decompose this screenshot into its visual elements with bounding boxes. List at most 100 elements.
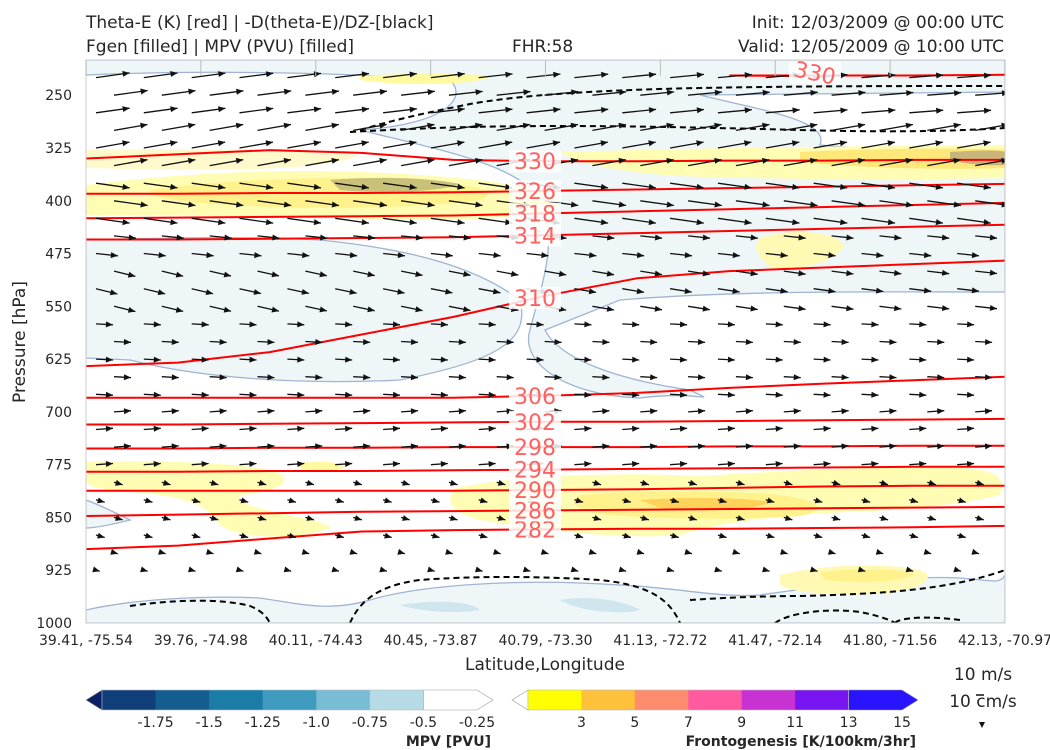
wind-arrowhead — [923, 548, 932, 555]
wind-arrowhead — [971, 252, 979, 259]
wind-arrowhead — [457, 183, 465, 190]
wind-arrowhead — [554, 339, 562, 345]
wind-arrowhead — [745, 374, 753, 381]
y-tick-label: 550 — [45, 299, 72, 315]
wind-arrowhead — [559, 234, 567, 241]
wind-arrowhead — [602, 443, 610, 450]
fgen-colorbar-swatch — [581, 690, 636, 710]
wind-arrowhead — [171, 408, 179, 415]
wind-arrowhead — [479, 497, 488, 504]
wind-arrowhead — [553, 106, 561, 113]
wind-arrowhead — [823, 356, 831, 363]
wind-arrowhead — [440, 461, 448, 467]
wind-arrowhead — [457, 140, 465, 147]
wind-arrowhead — [253, 548, 262, 555]
wind-arrowhead — [176, 234, 184, 241]
theta-e-label: 302 — [514, 411, 556, 436]
wind-arrowhead — [265, 140, 273, 147]
wind-arrowhead — [793, 339, 801, 345]
wind-arrowhead — [846, 305, 854, 312]
wind-arrowhead — [379, 201, 387, 208]
wind-arrowhead — [784, 515, 793, 521]
wind-arrowhead — [127, 307, 136, 313]
wind-arrowhead — [427, 566, 435, 573]
wind-arrowhead — [497, 479, 506, 486]
wind-arrowhead — [319, 271, 327, 278]
wind-arrowhead — [650, 443, 658, 450]
wind-arrowhead — [218, 219, 226, 226]
wind-arrowhead — [218, 71, 226, 77]
wind-arrowhead — [306, 479, 314, 486]
wind-arrowhead — [392, 461, 400, 467]
mpv-colorbar-swatch — [316, 690, 371, 710]
wind-arrowhead — [846, 270, 854, 277]
wind-arrowhead — [871, 461, 879, 467]
wind-arrowhead — [714, 201, 722, 208]
wind-arrowhead — [249, 425, 257, 432]
wind-arrowhead — [450, 479, 458, 486]
wind-arrowhead — [354, 479, 362, 486]
wind-arrowhead — [905, 122, 913, 129]
wind-arrowhead — [201, 461, 209, 467]
wind-arrowhead — [331, 157, 339, 164]
wind-arrowhead — [775, 425, 783, 432]
wind-arrowhead — [392, 425, 400, 432]
wind-arrowhead — [410, 339, 418, 345]
wind-arrowhead — [953, 566, 961, 573]
wind-arrowhead — [488, 321, 496, 328]
wind-arrowhead — [105, 461, 113, 467]
wind-arrowhead — [206, 252, 214, 259]
wind-arrowhead — [236, 88, 244, 95]
wind-arrowhead — [989, 234, 997, 241]
wind-arrowhead — [937, 408, 945, 415]
wind-arrowhead — [392, 356, 400, 363]
wind-arrowhead — [210, 515, 219, 521]
wind-arrowhead — [619, 89, 627, 96]
wind-arrowhead — [654, 305, 662, 312]
theta-e-label: 314 — [514, 224, 556, 249]
wind-arrowhead — [654, 234, 663, 241]
mpv-colorbar-swatch — [155, 690, 210, 710]
wind-arrowhead — [679, 425, 688, 432]
x-tick-label: 39.76, -74.98 — [154, 633, 248, 649]
mpv-colorbar-tick: -0.75 — [352, 715, 388, 731]
x-tick-label: 41.80, -71.56 — [843, 633, 937, 649]
wind-arrowhead — [123, 374, 131, 381]
wind-arrowhead — [301, 548, 310, 555]
wind-arrowhead — [762, 122, 770, 129]
wind-arrowhead — [409, 71, 417, 78]
wind-arrowhead — [714, 122, 722, 129]
wind-arrowhead — [696, 140, 704, 147]
wind-arrowhead — [162, 515, 171, 521]
y-tick-label: 400 — [45, 194, 72, 210]
theta-e-label: 306 — [514, 385, 556, 410]
wind-arrowhead — [584, 356, 592, 363]
contour-label-bg — [509, 384, 561, 407]
wind-arrowhead — [175, 271, 184, 278]
wind-arrowhead — [458, 339, 466, 345]
fgen-colorbar-extend — [848, 689, 919, 711]
wind-arrowhead — [313, 106, 322, 113]
wind-arrowhead — [810, 201, 818, 208]
wind-arrowhead — [475, 201, 483, 208]
valid-time: Valid: 12/05/2009 @ 10:00 UTC — [738, 37, 1004, 57]
wind-arrowhead — [105, 391, 113, 398]
mpv-colorbar-tick: -1.0 — [303, 715, 330, 731]
wind-arrowhead — [727, 321, 735, 328]
wind-arrowhead — [536, 356, 544, 363]
wind-arrowhead — [297, 356, 305, 363]
wind-arrowhead — [966, 425, 975, 432]
wind-arrowhead — [775, 461, 783, 467]
wind-arrowhead — [427, 122, 435, 129]
wind-arrowhead — [679, 321, 688, 328]
wind-arrowhead — [493, 252, 501, 259]
wind-arrowhead — [258, 479, 267, 486]
wind-arrowhead — [313, 183, 321, 190]
wind-arrowhead — [941, 234, 950, 241]
wind-arrowhead — [745, 339, 753, 345]
wind-arrowhead — [762, 89, 770, 96]
wind-arrowhead — [679, 461, 688, 467]
wind-arrowhead — [905, 566, 914, 573]
wind-arrowhead — [415, 271, 423, 277]
wind-arrowhead — [632, 321, 640, 328]
